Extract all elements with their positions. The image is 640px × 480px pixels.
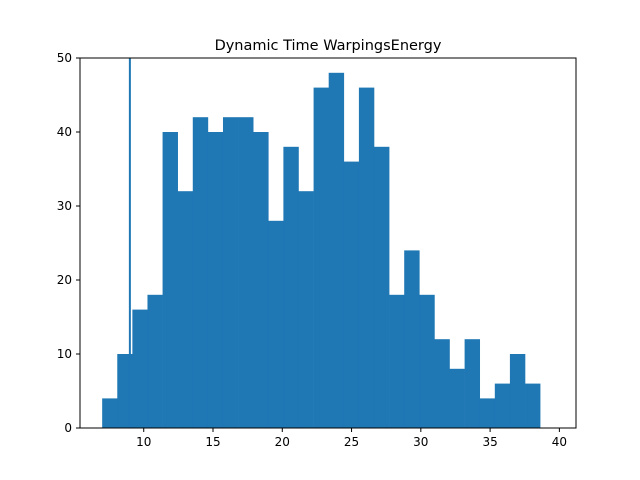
histogram-bar: [207, 132, 224, 428]
histogram-bar: [328, 72, 345, 429]
histogram-bar: [162, 132, 178, 428]
histogram-bar: [132, 309, 148, 428]
histogram-bar: [238, 117, 254, 428]
x-tick-label: 10: [136, 435, 151, 449]
histogram-bar: [464, 339, 481, 428]
histogram-bar: [373, 146, 390, 429]
histogram-bar: [268, 220, 284, 428]
x-axis: 10 15 20 25 30 35 40: [136, 428, 567, 449]
y-tick-label: 30: [57, 199, 72, 213]
histogram-bar: [434, 339, 450, 428]
y-tick-label: 20: [57, 273, 72, 287]
histogram-bar: [192, 117, 209, 428]
y-tick-label: 10: [57, 347, 72, 361]
histogram-bar: [419, 294, 435, 428]
y-tick-label: 0: [64, 421, 72, 435]
histogram-bar: [389, 294, 405, 428]
histogram-bar: [298, 191, 314, 428]
histogram-bar: [102, 398, 118, 428]
y-tick-label: 40: [57, 125, 72, 139]
histogram-bar: [283, 146, 299, 429]
plot-frame: [79, 57, 577, 429]
histogram-bar: [404, 250, 420, 428]
histogram-bar: [313, 87, 329, 428]
x-tick-label: 30: [413, 435, 428, 449]
histogram-bar: [509, 354, 526, 428]
y-tick-label: 50: [57, 51, 72, 65]
x-tick-label: 35: [482, 435, 497, 449]
histogram-bar: [494, 383, 511, 428]
chart-title: Dynamic Time WarpingsEnergy: [215, 38, 442, 54]
bars-layer: [102, 72, 541, 429]
histogram-bar: [479, 398, 496, 428]
histogram-bar: [449, 368, 465, 428]
x-tick-label: 15: [205, 435, 220, 449]
x-tick-label: 20: [275, 435, 290, 449]
histogram-bar: [525, 383, 541, 428]
histogram-bar: [147, 294, 163, 428]
histogram-bar: [358, 87, 375, 428]
histogram-bar: [177, 191, 194, 428]
histogram-bar: [117, 354, 133, 428]
x-tick-label: 25: [344, 435, 359, 449]
histogram-bar: [343, 161, 360, 428]
x-tick-label: 40: [552, 435, 567, 449]
y-axis: 0 10 20 30 40 50: [57, 51, 80, 435]
histogram-bar: [253, 132, 269, 428]
histogram-bar: [222, 117, 239, 428]
